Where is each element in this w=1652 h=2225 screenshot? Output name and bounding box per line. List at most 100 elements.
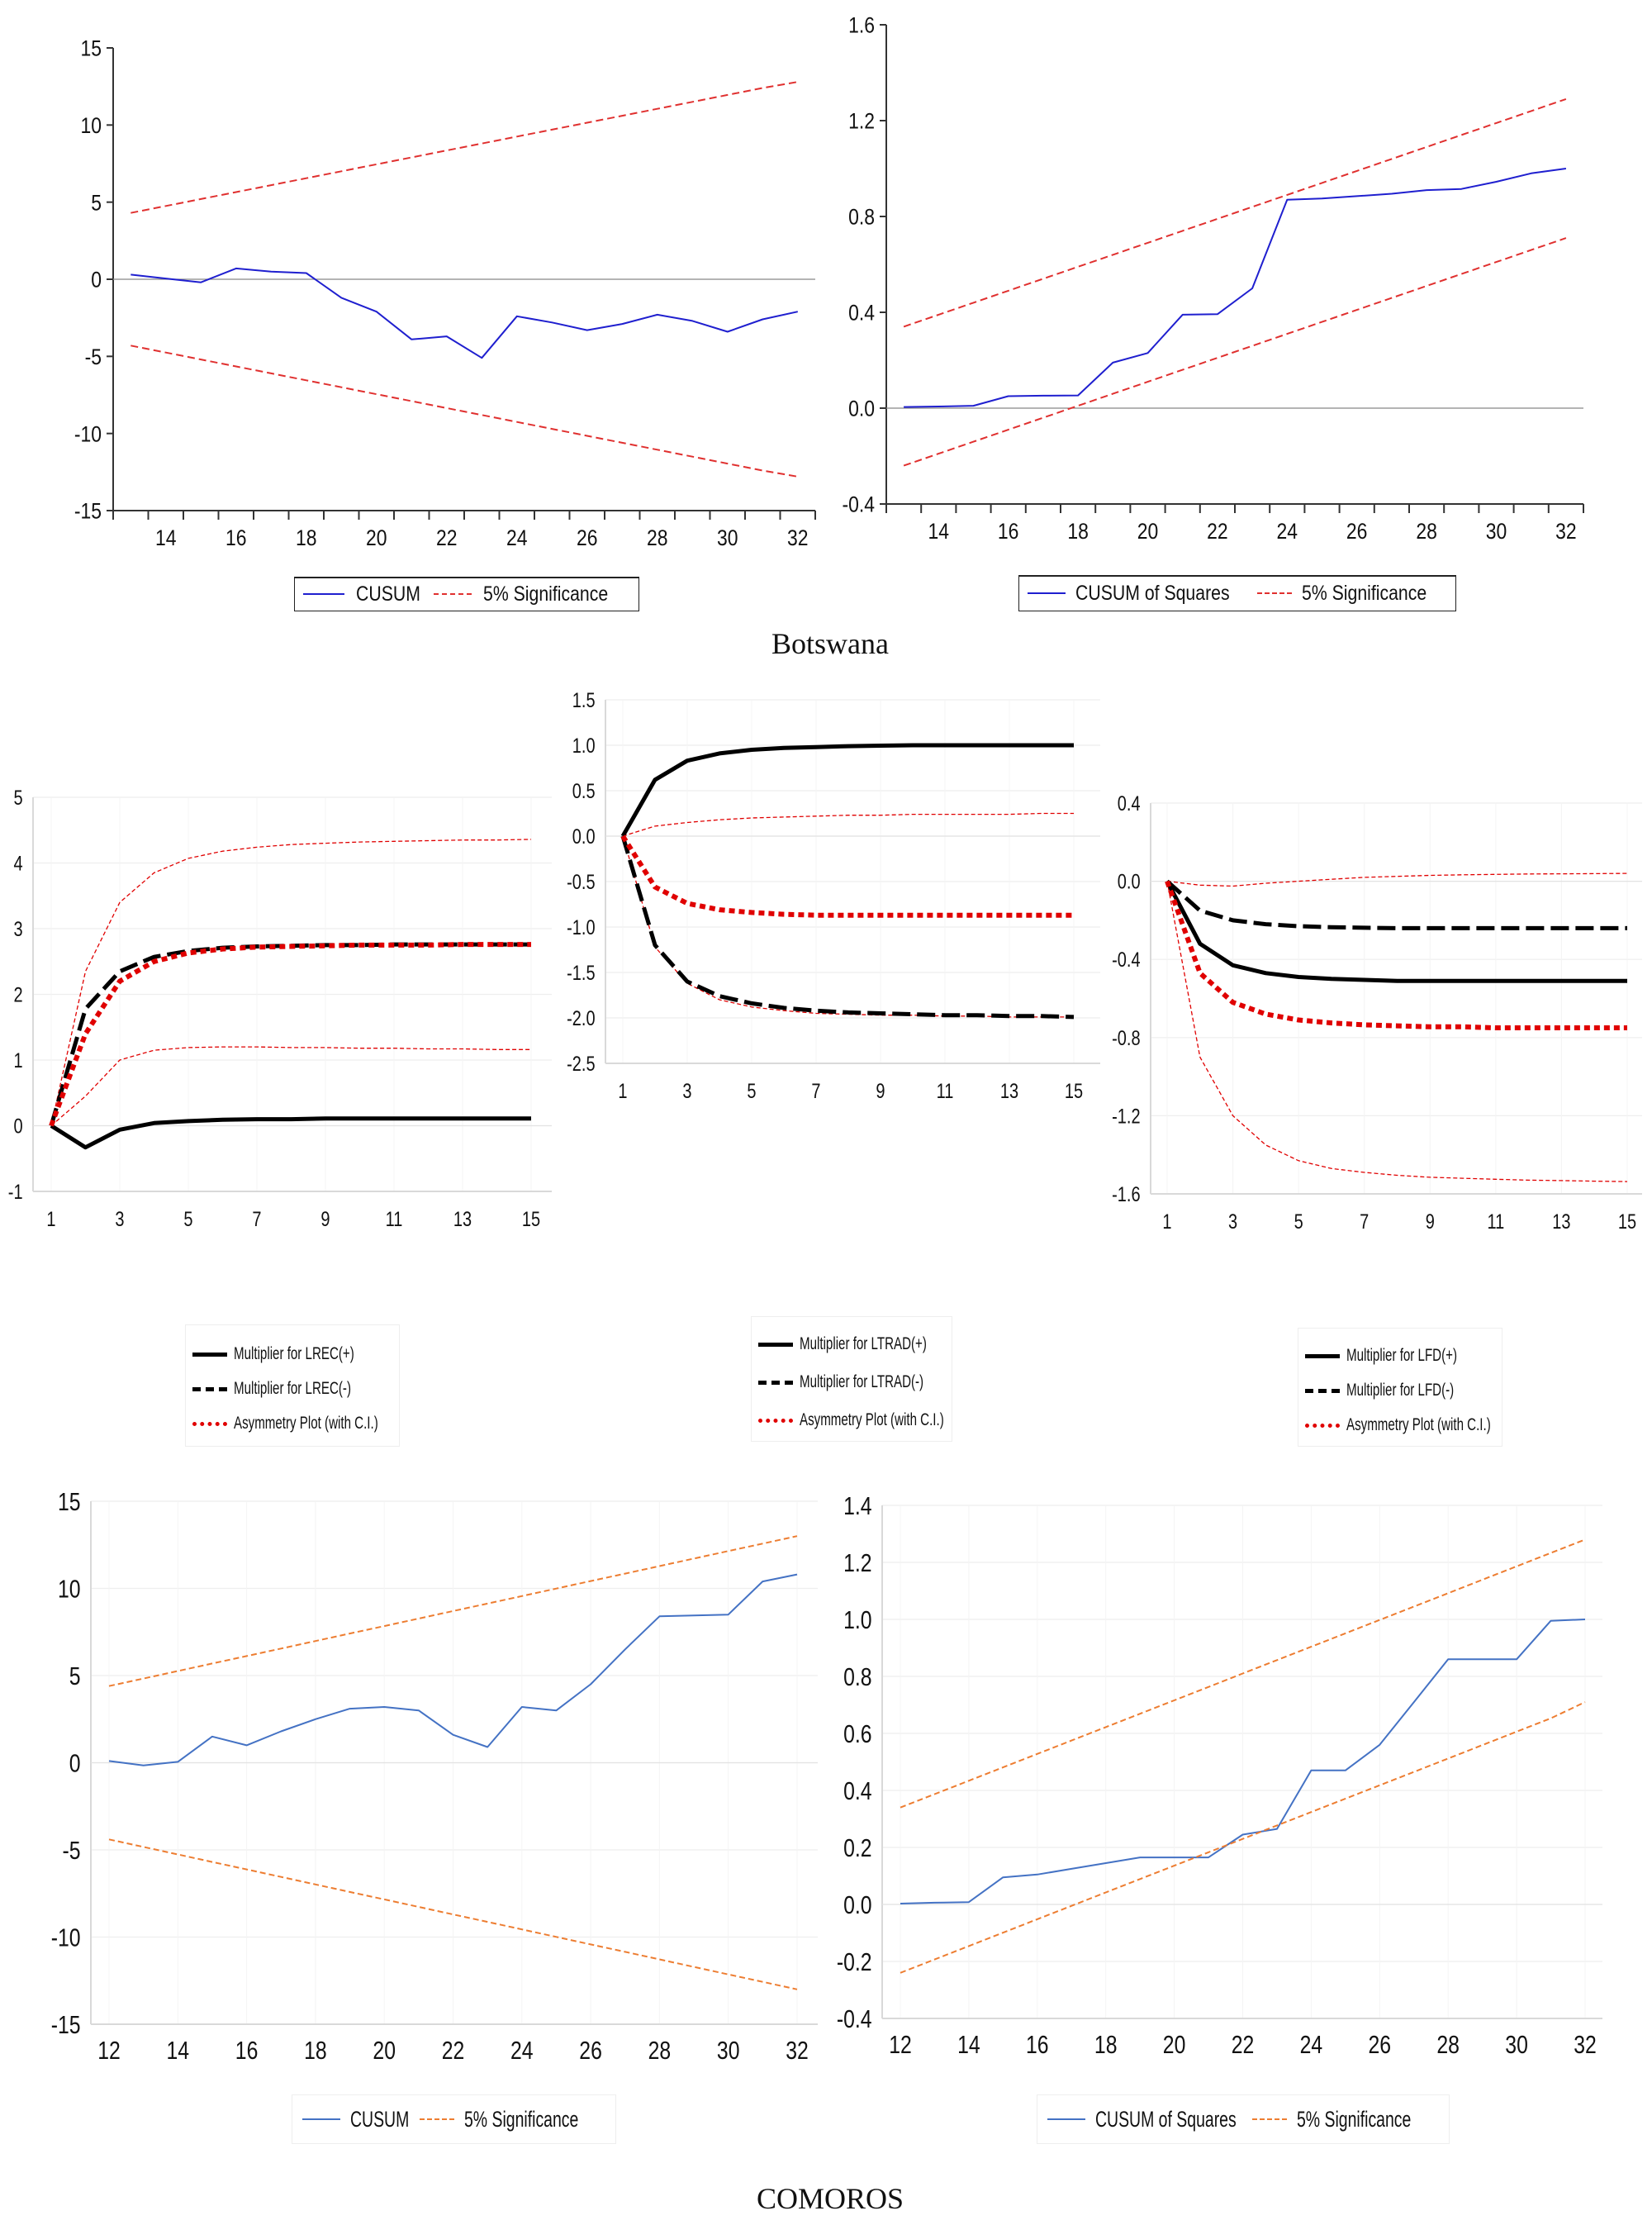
y-tick-label: 0 bbox=[13, 1115, 22, 1138]
y-tick-label: 1.2 bbox=[843, 1549, 871, 1577]
y-tick-label: 5 bbox=[91, 191, 102, 216]
series-line-multiplier-for-lfd bbox=[1165, 880, 1627, 983]
y-tick-label: 5 bbox=[69, 1662, 81, 1690]
x-tick-label: 16 bbox=[235, 2036, 259, 2064]
x-tick-label: 24 bbox=[510, 2036, 534, 2064]
x-tick-label: 3 bbox=[115, 1208, 124, 1231]
x-tick-label: 15 bbox=[1065, 1080, 1083, 1103]
x-tick-label: 18 bbox=[304, 2036, 327, 2064]
series-line-5-significance bbox=[903, 97, 1567, 328]
x-tick-label: 5 bbox=[747, 1080, 756, 1103]
y-tick-label: -0.8 bbox=[1112, 1027, 1140, 1050]
x-tick-label: 18 bbox=[1094, 2030, 1118, 2058]
legend-label-asymmetry: Asymmetry Plot (with C.I.) bbox=[800, 1410, 944, 1429]
legend-swatch-ltrad-pos bbox=[758, 1342, 793, 1347]
legend-swatch-lrec-pos bbox=[192, 1352, 227, 1357]
x-tick-label: 22 bbox=[1207, 519, 1228, 544]
series-line-asymmetry-plot-with-c-i bbox=[49, 942, 531, 1127]
y-tick-label: 0 bbox=[91, 268, 102, 292]
x-tick-label: 26 bbox=[1346, 519, 1368, 544]
legend-label-lrec-pos: Multiplier for LREC(+) bbox=[234, 1344, 354, 1363]
x-tick-label: 3 bbox=[682, 1080, 691, 1103]
series-line-5-significance bbox=[108, 1535, 798, 1687]
y-tick-label: -5 bbox=[63, 1837, 81, 1865]
y-tick-label: 0.0 bbox=[1118, 871, 1141, 894]
legend-label-lfd-neg: Multiplier for LFD(-) bbox=[1346, 1381, 1455, 1400]
chart-mult_ltrad: 1.51.00.50.0-0.5-1.0-1.5-2.0-2.51 3 5 7 9 11 1… bbox=[567, 689, 1100, 1103]
series-line-multiplier-for-lrec bbox=[50, 1116, 531, 1150]
x-tick-label: 26 bbox=[577, 525, 598, 550]
series-line-upper-c-i bbox=[1166, 872, 1628, 887]
y-tick-label: 15 bbox=[58, 1488, 81, 1516]
series-line-multiplier-for-lrec bbox=[49, 942, 531, 1127]
y-tick-label: -0.5 bbox=[567, 871, 595, 894]
x-tick-label: 32 bbox=[787, 525, 809, 550]
x-tick-label: 3 bbox=[1228, 1210, 1237, 1234]
chart-km_cusumsq: 1.4 1.2 1.0 0.8 0.6 0.4 0.2 0.0 -0.2 -0.4 12 14 16 18… bbox=[837, 1492, 1602, 2059]
x-tick-label: 32 bbox=[786, 2036, 809, 2064]
y-tick-label: 1.0 bbox=[572, 735, 596, 758]
x-tick-label: 32 bbox=[1574, 2030, 1597, 2058]
x-tick-label: 18 bbox=[296, 525, 317, 550]
series-line-cusum-of-squares bbox=[900, 1619, 1586, 1904]
y-tick-label: 1.2 bbox=[848, 109, 875, 134]
x-tick-label: 15 bbox=[522, 1208, 540, 1231]
series-line-5-significance-lower bbox=[903, 237, 1567, 467]
legend-label-cusumsq: CUSUM of Squares bbox=[1095, 2106, 1237, 2132]
x-tick-label: 24 bbox=[1277, 519, 1298, 544]
y-tick-label: -1.0 bbox=[567, 916, 595, 939]
x-tick-label: 1 bbox=[618, 1080, 627, 1103]
y-tick-label: -15 bbox=[74, 499, 102, 524]
y-tick-label: 1 bbox=[13, 1049, 22, 1072]
y-tick-label: 0.0 bbox=[572, 825, 596, 849]
legend-swatch-significance bbox=[434, 593, 472, 595]
y-tick-label: 0.4 bbox=[848, 301, 875, 326]
x-tick-label: 13 bbox=[1552, 1210, 1570, 1234]
y-tick-label: 3 bbox=[13, 918, 22, 941]
legend-label-significance: 5% Significance bbox=[1301, 581, 1427, 605]
x-tick-label: 1 bbox=[1162, 1210, 1171, 1234]
x-tick-label: 24 bbox=[506, 525, 528, 550]
legend-label-ltrad-neg: Multiplier for LTRAD(-) bbox=[800, 1372, 924, 1391]
series-line-lower-c-i bbox=[50, 1046, 531, 1126]
legend-swatch-asymmetry bbox=[1305, 1423, 1340, 1428]
x-tick-label: 28 bbox=[1436, 2030, 1460, 2058]
x-tick-label: 20 bbox=[1163, 2030, 1186, 2058]
legend-label-asymmetry: Asymmetry Plot (with C.I.) bbox=[1346, 1415, 1491, 1434]
x-tick-label: 12 bbox=[889, 2030, 912, 2058]
legend-lfd: Multiplier for LFD(+) Multiplier for LFD… bbox=[1298, 1328, 1502, 1447]
x-tick-label: 26 bbox=[1369, 2030, 1392, 2058]
y-tick-label: 0.0 bbox=[848, 397, 875, 421]
chart-bw_cusumsq: 1.6 1.2 0.8 0.4 0.0 -0.4 14 16 18 20 22 24 26 28 30 32 bbox=[842, 13, 1584, 544]
legend-swatch-significance bbox=[420, 2118, 454, 2120]
series-line-5-significance-lower bbox=[131, 345, 798, 478]
y-tick-label: 0.0 bbox=[843, 1891, 871, 1919]
y-tick-label: 0.4 bbox=[1118, 792, 1141, 815]
legend-label-cusum: CUSUM bbox=[350, 2106, 410, 2132]
legend-swatch-cusumsq bbox=[1047, 2118, 1085, 2120]
x-tick-label: 11 bbox=[1487, 1210, 1504, 1234]
y-tick-label: 0.2 bbox=[843, 1834, 871, 1862]
legend-swatch-ltrad-neg bbox=[758, 1380, 793, 1385]
x-tick-label: 9 bbox=[320, 1208, 330, 1231]
x-tick-label: 18 bbox=[1067, 519, 1089, 544]
y-tick-label: 0.8 bbox=[843, 1663, 871, 1691]
legend-botswana-cusumsq: CUSUM of Squares 5% Significance bbox=[1018, 575, 1456, 611]
chart-km_cusum: 15 10 5 0 -5 -10 -15 12 14 16 18 20 22 24 26 28 30 32 bbox=[51, 1488, 818, 2065]
x-tick-label: 12 bbox=[97, 2036, 121, 2064]
x-tick-label: 14 bbox=[155, 525, 177, 550]
x-tick-label: 30 bbox=[717, 2036, 740, 2064]
series-line-multiplier-for-lfd bbox=[1165, 879, 1627, 930]
legend-label-asymmetry: Asymmetry Plot (with C.I.) bbox=[234, 1414, 378, 1433]
legend-swatch-asymmetry bbox=[192, 1421, 227, 1426]
legend-swatch-significance bbox=[1256, 592, 1292, 594]
y-tick-label: -2.5 bbox=[567, 1053, 595, 1076]
y-tick-label: 15 bbox=[80, 36, 102, 61]
x-tick-label: 28 bbox=[648, 2036, 672, 2064]
x-tick-label: 14 bbox=[957, 2030, 980, 2058]
y-tick-label: 1.5 bbox=[572, 689, 596, 712]
y-tick-label: 1.0 bbox=[843, 1606, 871, 1634]
y-tick-label: -10 bbox=[51, 1923, 81, 1952]
legend-label-cusumsq: CUSUM of Squares bbox=[1075, 581, 1230, 605]
